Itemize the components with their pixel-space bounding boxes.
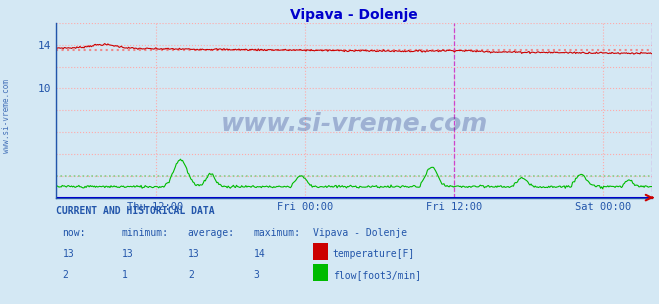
Title: Vipava - Dolenje: Vipava - Dolenje <box>291 8 418 22</box>
Text: 2: 2 <box>188 270 194 280</box>
Text: 1: 1 <box>122 270 128 280</box>
Text: maximum:: maximum: <box>254 228 301 238</box>
Text: temperature[F]: temperature[F] <box>333 249 415 259</box>
Text: now:: now: <box>63 228 86 238</box>
Text: 2: 2 <box>63 270 69 280</box>
Text: www.si-vreme.com: www.si-vreme.com <box>221 112 488 136</box>
Text: www.si-vreme.com: www.si-vreme.com <box>2 78 11 153</box>
Text: CURRENT AND HISTORICAL DATA: CURRENT AND HISTORICAL DATA <box>56 206 215 216</box>
Text: 13: 13 <box>122 249 134 259</box>
Text: minimum:: minimum: <box>122 228 169 238</box>
Text: 3: 3 <box>254 270 260 280</box>
Text: 13: 13 <box>63 249 74 259</box>
Text: flow[foot3/min]: flow[foot3/min] <box>333 270 421 280</box>
Text: 13: 13 <box>188 249 200 259</box>
Text: Vipava - Dolenje: Vipava - Dolenje <box>313 228 407 238</box>
Text: average:: average: <box>188 228 235 238</box>
Text: 14: 14 <box>254 249 266 259</box>
